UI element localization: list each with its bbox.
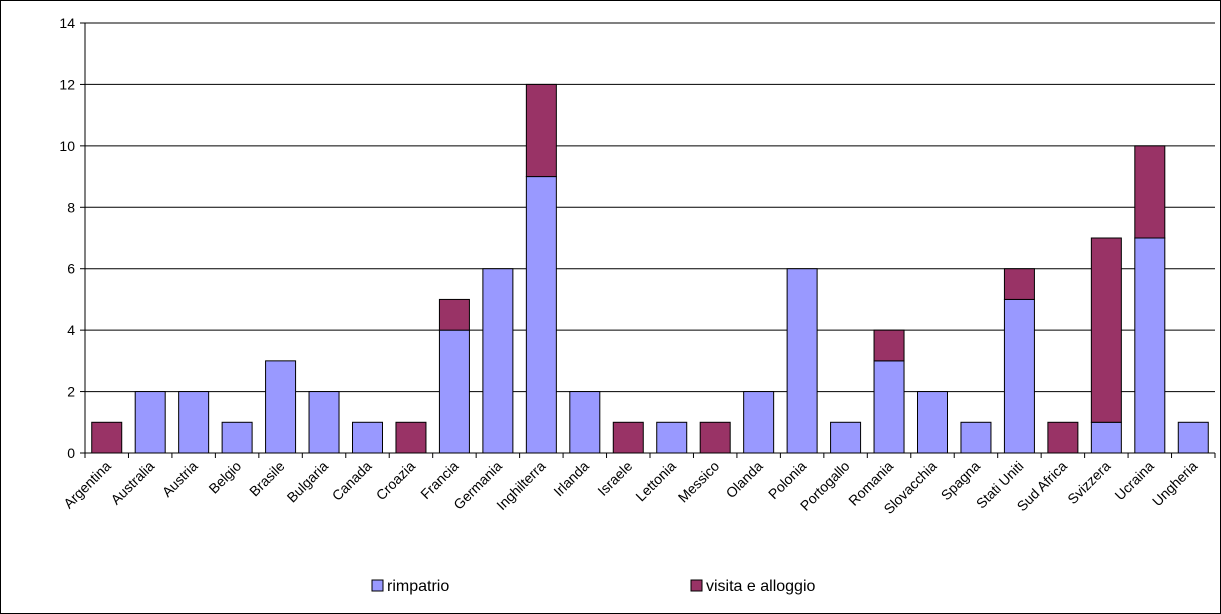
bar-messico-visita-e-alloggio (699, 421, 731, 454)
y-tick-label: 4 (67, 322, 75, 338)
bar-lettonia-rimpatrio (656, 421, 688, 454)
bar-svizzera-visita-e-alloggio (1090, 237, 1122, 423)
y-tick-label: 2 (67, 384, 75, 400)
bar-stati-uniti-rimpatrio (1003, 298, 1035, 454)
bar-polonia-rimpatrio (786, 268, 818, 454)
x-tick-label: Belgio (205, 458, 244, 497)
bar-ungheria-rimpatrio (1177, 421, 1209, 454)
bar-irlanda-rimpatrio (569, 391, 601, 454)
bar-francia-visita-e-alloggio (438, 298, 470, 331)
x-tick-label: Ungheria (1149, 458, 1201, 510)
x-tick-label: Croazia (373, 458, 419, 504)
y-tick-label: 10 (59, 138, 75, 154)
y-tick-label: 14 (59, 15, 75, 31)
x-tick-label: Svizzera (1064, 458, 1113, 507)
x-tick-label: Canada (329, 458, 375, 504)
y-tick-label: 8 (67, 199, 75, 215)
bar-bulgaria-rimpatrio (308, 391, 340, 454)
y-tick-label: 6 (67, 261, 75, 277)
bar-croazia-visita-e-alloggio (395, 421, 427, 454)
bar-spagna-rimpatrio (960, 421, 992, 454)
x-tick-label: Brasile (246, 458, 288, 500)
bar-ucraina-visita-e-alloggio (1134, 145, 1166, 239)
y-tick-label: 12 (59, 76, 75, 92)
x-tick-label: Bulgaria (284, 458, 332, 506)
x-tick-label: Australia (107, 458, 157, 508)
legend-swatch-visita-e-alloggio (690, 579, 703, 592)
bar-slovacchia-rimpatrio (917, 391, 948, 454)
bar-inghilterra-rimpatrio (525, 176, 557, 454)
bar-israele-visita-e-alloggio (612, 421, 644, 454)
bars (91, 83, 1209, 454)
x-tick-label: Argentina (60, 458, 114, 512)
bar-ucraina-rimpatrio (1134, 237, 1166, 454)
bar-sud-africa-visita-e-alloggio (1047, 421, 1079, 454)
x-tick-label: Messico (675, 458, 723, 506)
bar-belgio-rimpatrio (221, 421, 253, 454)
bar-olanda-rimpatrio (743, 391, 775, 454)
legend-swatch-rimpatrio (371, 579, 384, 592)
bar-svizzera-rimpatrio (1090, 421, 1122, 454)
bar-portogallo-rimpatrio (830, 421, 862, 454)
y-tick-label: 0 (67, 445, 75, 461)
y-axis: 0 2 4 6 8 10 12 14 (59, 15, 86, 461)
x-tick-label: Lettonia (632, 458, 679, 505)
legend: rimpatrio visita e alloggio (371, 578, 816, 595)
bar-austria-rimpatrio (178, 391, 210, 454)
x-tick-label: Irlanda (550, 458, 592, 500)
gridlines (85, 22, 1215, 454)
bar-inghilterra-visita-e-alloggio (525, 83, 557, 178)
bar-brasile-rimpatrio (265, 360, 297, 454)
bar-germania-rimpatrio (482, 268, 514, 454)
legend-label-visita-e-alloggio: visita e alloggio (706, 578, 816, 595)
bar-romania-rimpatrio (873, 360, 905, 454)
x-tick-label: Israele (594, 458, 635, 499)
x-tick-label: Olanda (723, 458, 766, 501)
bar-stati-uniti-visita-e-alloggio (1003, 268, 1035, 300)
x-tick-label: Austria (159, 458, 201, 500)
bar-australia-rimpatrio (134, 391, 166, 454)
bar-canada-rimpatrio (352, 421, 383, 454)
bar-argentina-visita-e-alloggio (91, 421, 123, 454)
bar-romania-visita-e-alloggio (873, 329, 905, 362)
legend-label-rimpatrio: rimpatrio (387, 578, 449, 595)
bar-francia-rimpatrio (438, 329, 470, 454)
